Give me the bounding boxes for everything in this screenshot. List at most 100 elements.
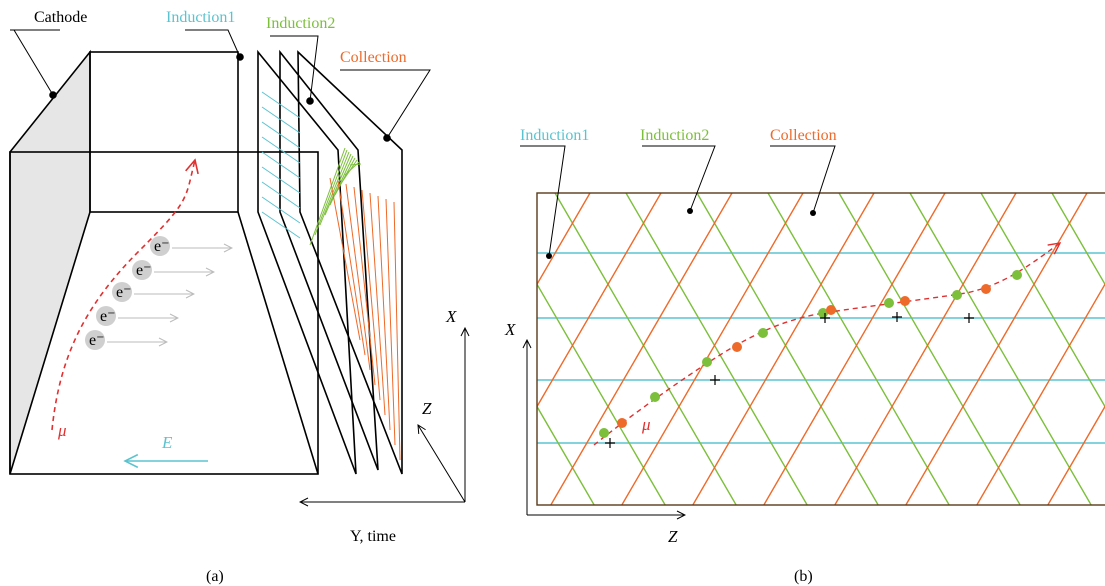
axis-z [418, 425, 466, 503]
label: Cathode [34, 9, 87, 26]
axis-label: Z [422, 399, 432, 418]
hits [599, 270, 1022, 448]
field-label: E [161, 433, 173, 452]
collection-wire [537, 193, 591, 286]
induction2-wire [537, 405, 595, 505]
axis-label: Y, time [350, 528, 396, 545]
dot [687, 208, 693, 214]
induction2-wire [980, 193, 1105, 408]
wire [334, 157, 356, 196]
induction2-wire [767, 193, 950, 505]
wire [393, 201, 401, 461]
electron-label: e⁻ [100, 308, 116, 325]
collection-wire [905, 193, 1088, 505]
collection-wire [621, 193, 804, 505]
induction2-wire [696, 193, 879, 505]
hit [650, 392, 660, 402]
leader [13, 29, 54, 96]
dot [236, 53, 244, 61]
wire [353, 186, 376, 386]
cross [605, 438, 615, 448]
axis-label: Z [668, 527, 678, 546]
wire [324, 153, 352, 216]
electrons: e⁻e⁻e⁻e⁻e⁻ [85, 236, 232, 350]
collection-wire [537, 193, 662, 408]
wire [329, 177, 361, 341]
wire [385, 198, 396, 446]
wire [261, 166, 301, 194]
wire [349, 163, 362, 166]
induction2-wire [271, 193, 452, 505]
panel-b [125, 145, 1105, 515]
wire [309, 147, 346, 246]
wire [345, 183, 371, 371]
induction2-wire [537, 282, 666, 505]
wire [339, 159, 358, 186]
wire-hatch [261, 91, 401, 461]
electron-label: e⁻ [116, 284, 132, 301]
caption: (b) [794, 568, 813, 585]
leader [185, 29, 241, 58]
axis-label: X [445, 307, 457, 326]
plane-induction1 [257, 49, 357, 475]
leader [270, 35, 319, 102]
dot [306, 97, 314, 105]
wire [337, 180, 366, 356]
hit [1012, 270, 1022, 280]
electron [96, 306, 116, 326]
dot [49, 91, 57, 99]
wire [261, 121, 301, 149]
wire [261, 181, 301, 209]
muon-label: μ [57, 421, 67, 440]
label: Induction1 [166, 9, 235, 26]
electron [112, 282, 132, 302]
axis-label: X [504, 320, 516, 339]
label: Induction2 [640, 127, 709, 144]
hit [981, 284, 991, 294]
cross [820, 313, 830, 323]
electron [85, 330, 105, 350]
leader [770, 145, 836, 214]
collection-wire [338, 193, 519, 505]
electron [132, 260, 152, 280]
wire-grid [125, 193, 1105, 505]
hit [758, 328, 768, 338]
edge [237, 211, 319, 475]
leader [520, 145, 566, 257]
hit [599, 428, 609, 438]
grid-frame [536, 192, 1105, 506]
cross [964, 313, 974, 323]
collection-wire [834, 193, 1017, 505]
hit [952, 290, 962, 300]
wire [377, 195, 391, 431]
muon-track [51, 160, 195, 431]
wire [314, 149, 348, 236]
leader [642, 145, 716, 212]
collection-wire [692, 193, 875, 505]
collection-wire [267, 193, 448, 505]
hit [884, 298, 894, 308]
label: Induction1 [520, 127, 589, 144]
label: Collection [340, 49, 407, 66]
wire [319, 151, 350, 226]
collection-wire [1047, 405, 1105, 505]
cathode-wall [9, 49, 91, 475]
cross [710, 375, 720, 385]
collection-wire [125, 193, 306, 505]
collection-wire [976, 282, 1105, 505]
wire [261, 106, 301, 134]
dot [546, 253, 552, 259]
wire [261, 211, 301, 239]
wire [261, 196, 301, 224]
plane-collection [297, 50, 403, 475]
collection-wire [550, 193, 733, 505]
wire [369, 192, 386, 416]
hit [826, 305, 836, 315]
induction2-wire [909, 193, 1092, 505]
hit [732, 342, 742, 352]
wire [261, 136, 301, 164]
induction2-wire [1051, 193, 1105, 286]
dot [810, 210, 816, 216]
